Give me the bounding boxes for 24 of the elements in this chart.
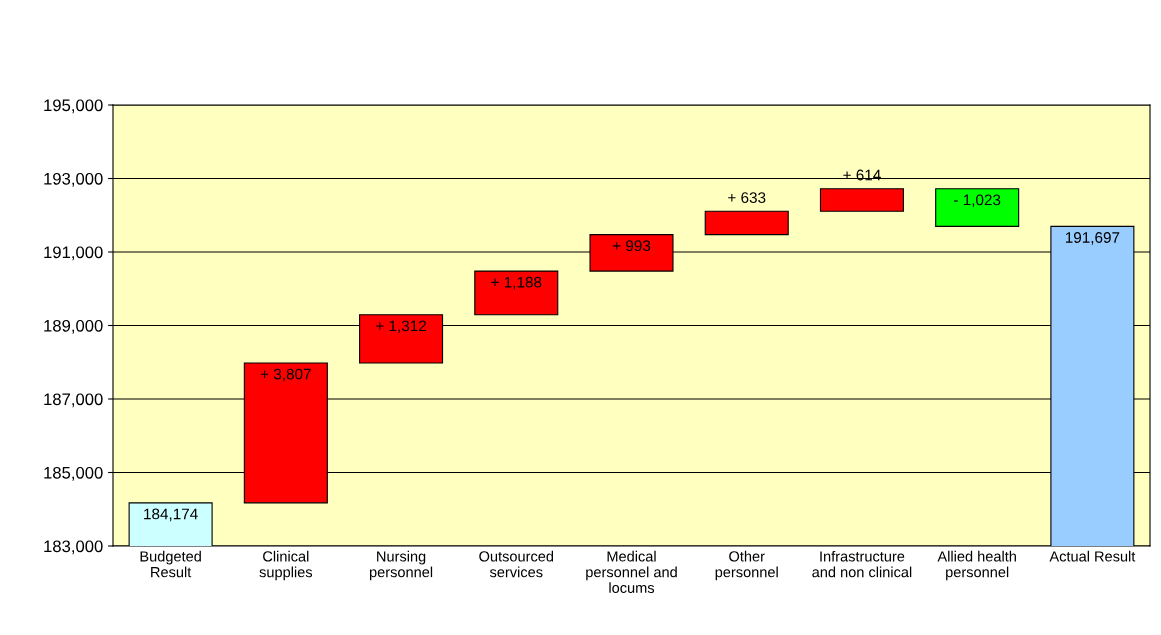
y-tick-label: 183,000	[44, 540, 103, 555]
x-tick-label: Actual Result	[1049, 550, 1136, 562]
x-tick-label: Nursing personnel	[369, 550, 433, 581]
data-label: + 3,807	[260, 368, 311, 382]
data-label: - 1,023	[954, 194, 1001, 208]
data-label: + 1,312	[376, 320, 426, 334]
x-tick-label: Infrastructure and non clinical	[812, 550, 912, 578]
y-tick-label: 193,000	[44, 172, 103, 187]
x-tick-label: Allied health personnel	[937, 550, 1016, 581]
y-tick-label: 195,000	[44, 99, 103, 114]
y-tick-label: 187,000	[44, 393, 103, 408]
x-tick-label: Clinical supplies	[259, 550, 313, 581]
data-label: + 1,188	[491, 276, 542, 290]
data-label: + 633	[728, 192, 766, 204]
data-label: + 993	[612, 240, 651, 252]
data-label: 191,697	[1065, 232, 1120, 245]
y-tick-label: 185,000	[44, 466, 103, 481]
y-tick-label: 191,000	[44, 246, 103, 261]
x-tick-label: Outsourced services	[479, 550, 554, 578]
data-label: 184,174	[144, 508, 198, 522]
x-tick-label: Medical personnel and locums	[586, 550, 677, 593]
y-tick-label: 189,000	[44, 319, 103, 334]
x-tick-label: Budgeted Result	[140, 550, 201, 578]
x-tick-label: Other personnel	[715, 550, 778, 581]
